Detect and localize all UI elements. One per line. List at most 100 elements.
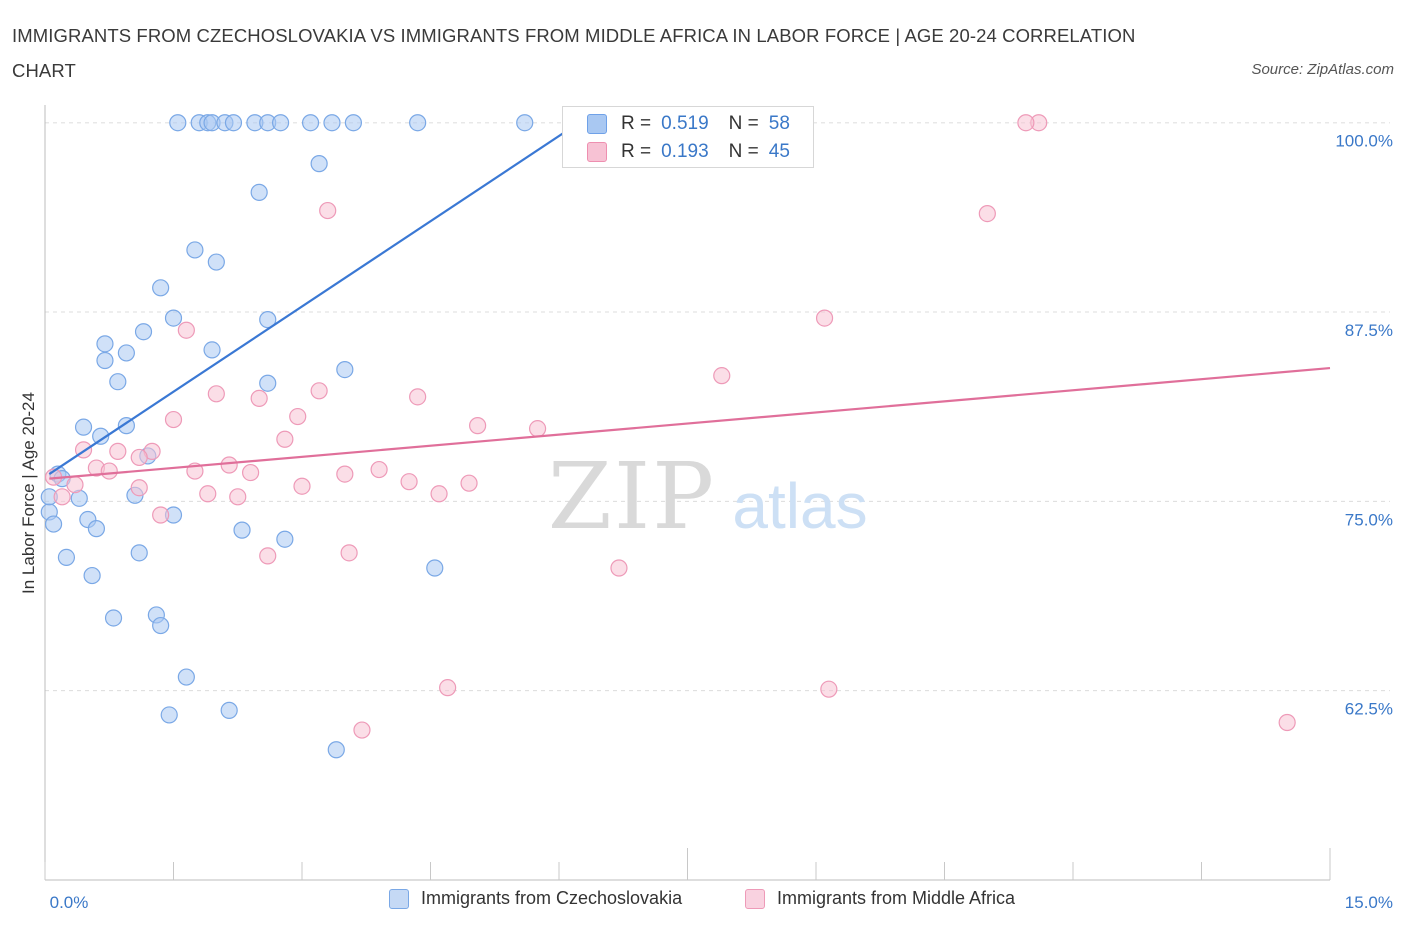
point-czech [220, 701, 238, 719]
x-tick-label: 15.0% [1345, 893, 1393, 912]
point-africa [100, 462, 118, 480]
point-africa [820, 680, 838, 698]
r-label: R = [621, 113, 652, 134]
point-czech [130, 544, 148, 562]
x-tick-label: 0.0% [50, 893, 89, 912]
point-czech [224, 114, 243, 132]
point-africa [370, 460, 388, 479]
point-czech [271, 114, 290, 132]
point-africa [130, 479, 148, 497]
point-africa [250, 389, 268, 407]
point-czech [92, 427, 110, 445]
legend-swatch-czech [389, 888, 409, 909]
legend-label-africa: Immigrants from Middle Africa [777, 888, 1016, 908]
watermark-atlas: atlas [732, 470, 867, 542]
trend-layer [48, 106, 1331, 480]
point-czech [152, 616, 170, 635]
point-africa [310, 382, 328, 400]
point-africa [259, 547, 277, 565]
point-africa [109, 442, 127, 460]
point-africa [276, 430, 294, 448]
point-czech [74, 418, 93, 436]
point-czech [104, 609, 123, 627]
point-czech [259, 311, 277, 329]
watermark: ZIP atlas [548, 443, 868, 550]
n-label: N = [728, 113, 759, 134]
point-africa [460, 474, 478, 492]
point-africa [319, 201, 337, 220]
stats-row-czech: R = 0.519 N = 58 [587, 111, 790, 137]
point-czech [177, 668, 195, 686]
n-label: N = [728, 141, 759, 162]
point-africa [978, 204, 996, 223]
point-czech [96, 351, 114, 370]
point-czech [233, 521, 251, 539]
r-value-czech: 0.519 [661, 113, 709, 134]
stats-row-africa: R = 0.193 N = 45 [587, 139, 790, 165]
point-africa [1278, 713, 1296, 732]
czech-swatch [587, 114, 607, 134]
legend-swatch-africa [745, 888, 765, 909]
source-label: Source: ZipAtlas.com [1251, 61, 1394, 78]
point-czech [44, 515, 63, 533]
point-africa [293, 477, 311, 495]
r-label: R = [621, 141, 652, 162]
label-layer: 62.5% 75.0% 87.5% 100.0% 0.0% 15.0% In Labor F… [19, 132, 1393, 912]
point-czech [186, 241, 204, 259]
legend-item-czech[interactable]: Immigrants from Czechoslovakia [389, 888, 682, 909]
point-czech [250, 183, 268, 201]
point-czech [203, 341, 221, 359]
point-czech [87, 520, 106, 538]
axis-layer [44, 105, 1331, 881]
point-czech [336, 360, 354, 379]
point-africa [242, 463, 260, 482]
point-africa [164, 410, 183, 429]
point-africa [409, 388, 427, 406]
point-africa [53, 488, 71, 506]
point-czech [164, 309, 183, 327]
trendline-czech [48, 106, 603, 476]
point-africa [430, 485, 448, 503]
point-czech [409, 114, 427, 132]
point-czech [57, 548, 76, 566]
y-tick-label: 87.5% [1345, 321, 1393, 340]
y-axis-label: In Labor Force | Age 20-24 [19, 392, 38, 594]
point-czech [160, 706, 178, 724]
point-czech [96, 335, 114, 353]
point-czech [327, 741, 345, 759]
point-africa [400, 473, 418, 491]
point-czech [109, 373, 127, 391]
point-czech [207, 253, 225, 271]
y-tick-label: 75.0% [1345, 510, 1393, 529]
point-africa [713, 367, 731, 385]
point-africa [353, 721, 371, 739]
point-africa [229, 488, 247, 506]
point-africa [130, 448, 148, 467]
point-czech [344, 114, 362, 132]
n-value-czech: 58 [768, 113, 790, 134]
point-czech [117, 417, 135, 435]
y-tick-label: 100.0% [1335, 132, 1393, 151]
point-czech [169, 114, 187, 132]
point-africa [336, 465, 354, 483]
point-africa [152, 506, 170, 524]
point-africa [66, 476, 84, 494]
points-layer [40, 114, 1296, 759]
legend-item-africa[interactable]: Immigrants from Middle Africa [745, 888, 1015, 909]
grid-layer [45, 122, 1390, 692]
point-africa [220, 456, 238, 474]
legend-label-czech: Immigrants from Czechoslovakia [421, 888, 683, 908]
point-czech [323, 114, 341, 132]
point-africa [199, 485, 217, 503]
point-africa [610, 559, 628, 577]
point-czech [301, 114, 320, 132]
y-tick-label: 62.5% [1345, 700, 1393, 719]
point-africa [469, 417, 487, 435]
africa-swatch [587, 142, 607, 162]
point-czech [83, 566, 101, 585]
point-africa [1017, 114, 1035, 132]
series-legend: Immigrants from Czechoslovakia Immigrant… [0, 888, 1406, 918]
point-africa [815, 309, 834, 327]
point-czech [276, 530, 294, 548]
